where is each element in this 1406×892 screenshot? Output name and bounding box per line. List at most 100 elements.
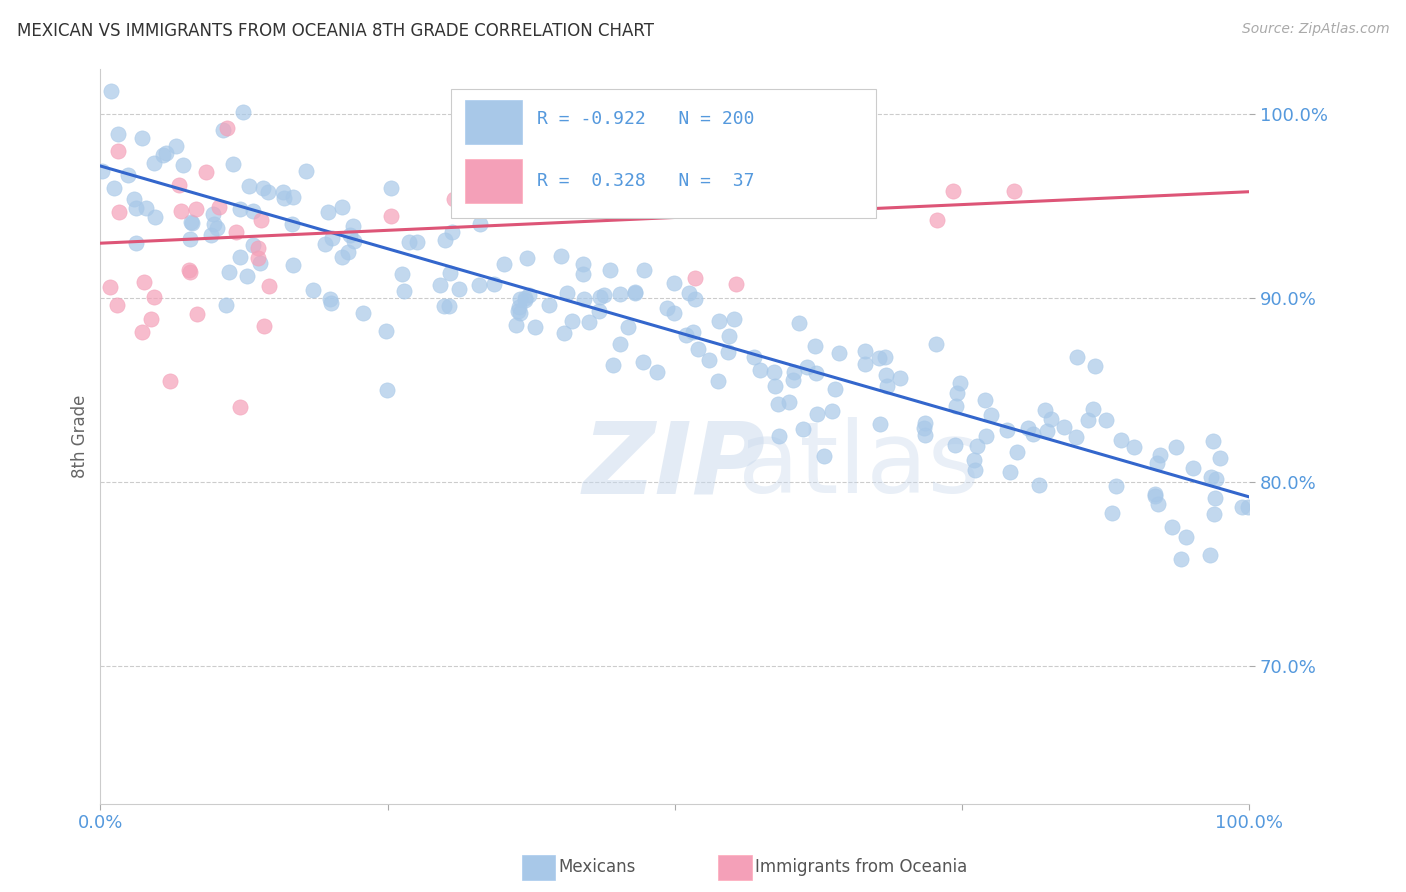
Point <box>1198 548 1220 562</box>
Point <box>828 346 851 360</box>
Point <box>105 298 128 312</box>
Point <box>869 417 891 431</box>
Point <box>1147 497 1170 511</box>
Point <box>945 399 967 413</box>
Point <box>165 139 187 153</box>
Point <box>623 285 645 300</box>
Point <box>768 429 790 443</box>
Point <box>336 245 359 260</box>
Point <box>125 201 148 215</box>
Point <box>179 264 201 278</box>
Point <box>696 133 718 147</box>
Point <box>271 185 294 199</box>
Point <box>980 408 1002 422</box>
Point <box>143 156 166 170</box>
Point <box>724 277 747 291</box>
Point <box>1081 402 1104 417</box>
Point <box>804 366 827 380</box>
Point <box>204 217 226 231</box>
Point <box>664 277 686 291</box>
Point <box>236 269 259 284</box>
Point <box>375 324 398 338</box>
Point <box>229 202 252 217</box>
Point <box>523 319 546 334</box>
Point <box>875 350 897 364</box>
Point <box>995 423 1018 437</box>
Point <box>515 293 537 307</box>
FancyBboxPatch shape <box>464 100 522 145</box>
Point <box>1204 491 1226 506</box>
Point <box>380 181 402 195</box>
Point <box>391 267 413 281</box>
Point <box>1202 508 1225 522</box>
Point <box>1181 461 1204 475</box>
Point <box>440 225 463 239</box>
Point <box>229 250 252 264</box>
Point <box>1028 477 1050 491</box>
Point <box>1160 520 1182 534</box>
Point <box>330 200 353 214</box>
Point <box>1005 445 1028 459</box>
Point <box>103 181 125 195</box>
Point <box>1146 456 1168 470</box>
Point <box>553 326 575 340</box>
Point <box>942 184 965 198</box>
Point <box>561 314 583 328</box>
Point <box>1084 359 1107 373</box>
Point <box>125 236 148 251</box>
Point <box>98 280 121 294</box>
Point <box>889 371 911 385</box>
Text: MEXICAN VS IMMIGRANTS FROM OCEANIA 8TH GRADE CORRELATION CHART: MEXICAN VS IMMIGRANTS FROM OCEANIA 8TH G… <box>17 22 654 40</box>
Point <box>201 207 224 221</box>
Point <box>912 421 935 435</box>
Point <box>1144 489 1167 503</box>
Point <box>875 368 897 382</box>
Point <box>318 205 340 219</box>
Point <box>675 114 697 128</box>
Point <box>778 394 800 409</box>
Point <box>1040 412 1063 426</box>
Point <box>578 315 600 329</box>
Point <box>572 257 595 271</box>
Point <box>339 228 361 243</box>
Point <box>1064 430 1087 444</box>
Point <box>717 345 740 359</box>
Point <box>963 463 986 477</box>
Point <box>508 300 530 314</box>
Point <box>443 192 465 206</box>
Point <box>515 291 537 305</box>
Text: Immigrants from Oceania: Immigrants from Oceania <box>755 858 967 876</box>
Point <box>246 251 269 265</box>
Point <box>572 267 595 281</box>
Point <box>1002 184 1025 198</box>
Point <box>998 465 1021 479</box>
FancyBboxPatch shape <box>464 159 522 203</box>
Point <box>342 219 364 234</box>
Text: ZIP: ZIP <box>583 417 766 514</box>
Point <box>252 181 274 195</box>
Point <box>135 201 157 215</box>
Point <box>943 438 966 452</box>
Point <box>853 344 876 359</box>
Point <box>468 218 491 232</box>
Point <box>782 373 804 387</box>
Point <box>117 168 139 182</box>
Point <box>803 339 825 353</box>
Point <box>876 379 898 393</box>
Point <box>609 286 631 301</box>
Point <box>707 375 730 389</box>
Point <box>688 342 710 356</box>
Point <box>439 299 461 313</box>
Point <box>352 306 374 320</box>
Point <box>973 392 995 407</box>
Point <box>742 351 765 365</box>
Point <box>787 316 810 330</box>
Point <box>492 257 515 271</box>
Point <box>330 250 353 264</box>
Text: atlas: atlas <box>738 417 980 514</box>
Point <box>91 164 114 178</box>
Point <box>853 357 876 371</box>
Point <box>1199 470 1222 484</box>
Point <box>215 298 238 312</box>
Point <box>1236 500 1258 514</box>
